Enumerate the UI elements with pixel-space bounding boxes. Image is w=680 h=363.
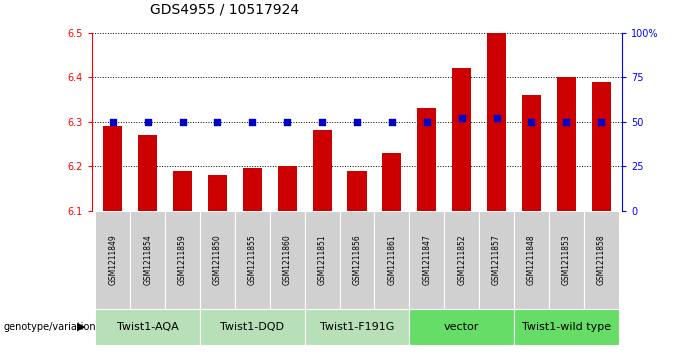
Text: ▶: ▶ xyxy=(78,322,86,332)
Bar xyxy=(522,95,541,211)
Text: GSM1211858: GSM1211858 xyxy=(597,234,606,285)
Text: GSM1211859: GSM1211859 xyxy=(178,234,187,285)
Text: GSM1211856: GSM1211856 xyxy=(352,234,362,285)
Bar xyxy=(514,309,619,345)
Text: GSM1211848: GSM1211848 xyxy=(527,234,536,285)
Point xyxy=(142,119,153,125)
Bar xyxy=(200,309,305,345)
Text: GSM1211849: GSM1211849 xyxy=(108,234,117,285)
Bar xyxy=(375,211,409,309)
Bar xyxy=(514,211,549,309)
Text: GSM1211851: GSM1211851 xyxy=(318,234,326,285)
Bar xyxy=(313,130,332,211)
Bar xyxy=(270,211,305,309)
Point xyxy=(107,119,118,125)
Text: GSM1211854: GSM1211854 xyxy=(143,234,152,285)
Bar xyxy=(479,211,514,309)
Bar xyxy=(103,126,122,211)
Text: GSM1211850: GSM1211850 xyxy=(213,234,222,285)
Point xyxy=(422,119,432,125)
Bar xyxy=(584,211,619,309)
Point xyxy=(352,119,362,125)
Bar xyxy=(418,108,437,211)
Text: GSM1211852: GSM1211852 xyxy=(457,234,466,285)
Text: GSM1211855: GSM1211855 xyxy=(248,234,257,285)
Point xyxy=(247,119,258,125)
Point xyxy=(596,119,607,125)
Text: GSM1211853: GSM1211853 xyxy=(562,234,571,285)
Bar xyxy=(130,211,165,309)
Text: GDS4955 / 10517924: GDS4955 / 10517924 xyxy=(150,2,299,16)
Text: Twist1-F191G: Twist1-F191G xyxy=(320,322,394,332)
Bar xyxy=(173,171,192,211)
Text: GSM1211847: GSM1211847 xyxy=(422,234,431,285)
Point xyxy=(456,115,467,121)
Bar xyxy=(243,168,262,211)
Point xyxy=(386,119,397,125)
Point xyxy=(526,119,537,125)
Bar xyxy=(409,309,514,345)
Text: Twist1-AQA: Twist1-AQA xyxy=(117,322,179,332)
Point xyxy=(561,119,572,125)
Text: Twist1-wild type: Twist1-wild type xyxy=(522,322,611,332)
Bar xyxy=(95,309,200,345)
Bar xyxy=(138,135,157,211)
Bar xyxy=(305,211,339,309)
Bar xyxy=(165,211,200,309)
Point xyxy=(282,119,292,125)
Text: GSM1211857: GSM1211857 xyxy=(492,234,501,285)
Point xyxy=(491,115,502,121)
Bar xyxy=(200,211,235,309)
Bar xyxy=(347,171,367,211)
Bar xyxy=(409,211,444,309)
Bar xyxy=(339,211,375,309)
Point xyxy=(317,119,328,125)
Text: GSM1211861: GSM1211861 xyxy=(388,234,396,285)
Bar xyxy=(549,211,584,309)
Text: GSM1211860: GSM1211860 xyxy=(283,234,292,285)
Bar xyxy=(487,33,506,211)
Bar xyxy=(592,82,611,211)
Point xyxy=(177,119,188,125)
Bar xyxy=(95,211,130,309)
Bar xyxy=(208,175,227,211)
Text: genotype/variation: genotype/variation xyxy=(3,322,96,332)
Bar xyxy=(305,309,409,345)
Bar xyxy=(235,211,270,309)
Bar xyxy=(277,166,296,211)
Bar xyxy=(557,77,576,211)
Bar xyxy=(452,68,471,211)
Point xyxy=(212,119,223,125)
Bar xyxy=(444,211,479,309)
Bar xyxy=(382,153,401,211)
Text: Twist1-DQD: Twist1-DQD xyxy=(220,322,284,332)
Text: vector: vector xyxy=(444,322,479,332)
